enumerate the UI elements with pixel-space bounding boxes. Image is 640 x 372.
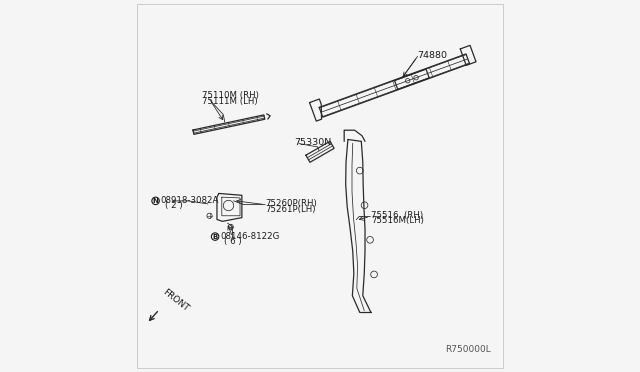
Text: 75330N: 75330N	[294, 138, 332, 147]
Text: N: N	[152, 198, 159, 204]
Text: 74880: 74880	[417, 51, 447, 60]
Text: 75111M (LH): 75111M (LH)	[202, 97, 258, 106]
Text: B: B	[212, 234, 218, 240]
Text: 08918-3082A: 08918-3082A	[161, 196, 219, 205]
Text: 75261P(LH): 75261P(LH)	[266, 205, 316, 214]
Text: 75516M(LH): 75516M(LH)	[371, 217, 424, 225]
Text: 75110M (RH): 75110M (RH)	[202, 92, 259, 100]
Text: 08146-8122G: 08146-8122G	[220, 232, 279, 241]
Text: FRONT: FRONT	[161, 287, 191, 313]
Text: ( 2 ): ( 2 )	[164, 201, 182, 210]
Text: R750000L: R750000L	[445, 345, 491, 354]
Text: 75516  (RH): 75516 (RH)	[371, 211, 424, 220]
Text: 75260P(RH): 75260P(RH)	[266, 199, 317, 208]
Text: ( 6 ): ( 6 )	[224, 237, 242, 246]
